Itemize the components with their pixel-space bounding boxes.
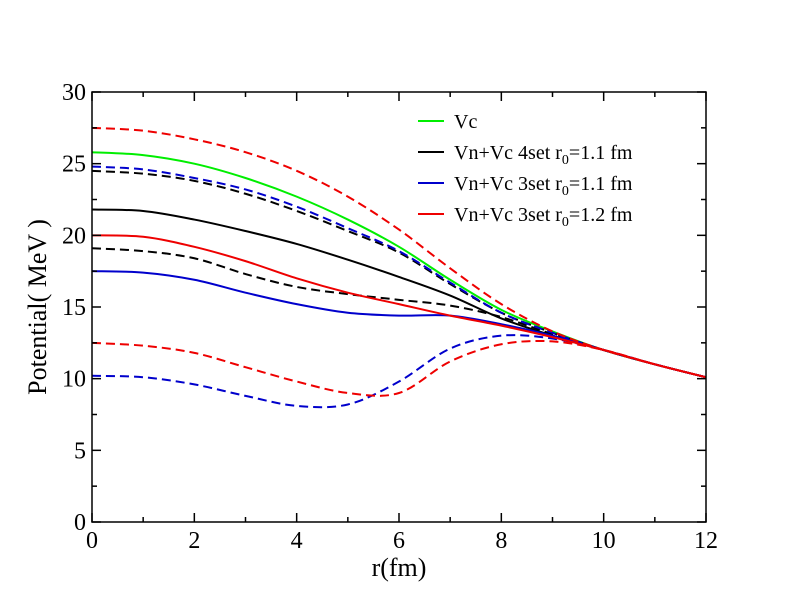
x-tick-label: 2 [188,528,200,554]
legend-label: Vn+Vc 4set r0=1.1 fm [454,142,633,168]
x-axis-title: r(fm) [372,553,427,582]
legend-subscript: 0 [562,215,569,230]
y-tick-label: 25 [62,152,86,178]
y-tick-label: 5 [74,438,86,464]
x-tick-label: 0 [86,528,98,554]
legend: Vc Vn+Vc 4set r0=1.1 fm Vn+Vc 3set r0=1.1 … [418,111,633,230]
y-tick-label: 0 [74,510,86,536]
legend-label: Vn+Vc 3set r0=1.2 fm [454,204,633,230]
legend-label-tail: =1.1 fm [569,173,633,195]
series-line-4 [91,247,707,379]
y-tick-label: 15 [62,295,86,321]
series-line-5 [91,270,707,379]
series-line-9 [91,126,707,379]
x-tick-label: 6 [393,528,405,554]
ticks-layer: 0 2 4 6 8 10 12 0 5 10 15 20 25 30 [62,80,718,554]
x-tick-label: 12 [694,528,718,554]
y-tick-label: 30 [62,80,86,106]
y-tick-label: 10 [62,367,86,393]
series-line-3 [91,169,707,379]
series-line-10 [91,339,707,397]
legend-label-tail: =1.2 fm [569,204,633,226]
series-line-7 [91,334,707,409]
x-tick-label: 10 [592,528,616,554]
x-tick-label: 4 [291,528,303,554]
legend-label: Vn+Vc 3set r0=1.1 fm [454,173,633,199]
legend-label-tail: =1.1 fm [569,142,633,164]
legend-subscript: 0 [562,184,569,199]
series-layer [91,126,707,409]
x-tick-label: 8 [495,528,507,554]
series-line-6 [91,165,707,379]
y-tick-label: 20 [62,223,86,249]
legend-label: Vc [454,111,477,133]
legend-subscript: 0 [562,153,569,168]
y-axis-title: Potential( MeV ) [23,219,52,395]
